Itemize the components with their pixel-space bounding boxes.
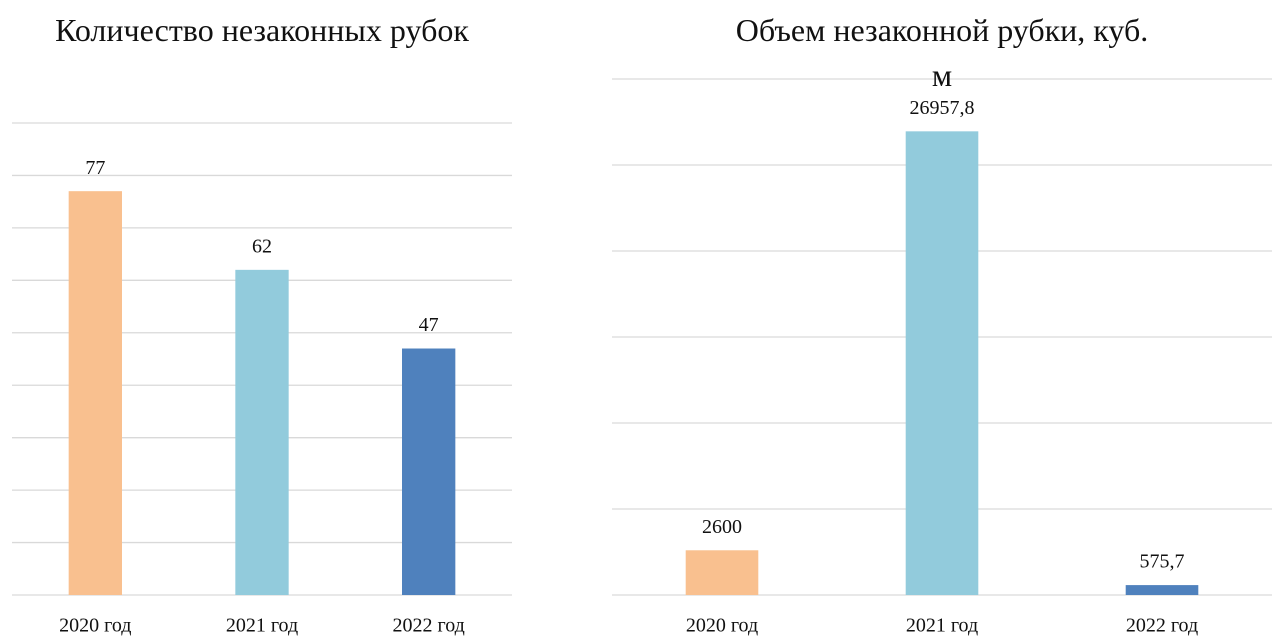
bar (685, 550, 759, 595)
x-tick-label: 2022 год (393, 615, 465, 636)
value-label: 62 (252, 235, 272, 257)
x-tick-label: 2021 год (906, 615, 978, 636)
bar (235, 269, 289, 595)
bar (68, 191, 122, 595)
value-label: 575,7 (1140, 551, 1185, 573)
x-tick-label: 2022 год (1126, 615, 1198, 636)
bar (402, 348, 456, 595)
x-tick-label: 2020 год (686, 615, 758, 636)
value-label: 2600 (702, 516, 742, 538)
x-tick-label: 2021 год (226, 615, 298, 636)
bar (905, 131, 979, 595)
chart-title: Объем незаконной рубки, куб. м (735, 12, 1149, 93)
x-tick-label: 2020 год (59, 615, 131, 636)
bar (1125, 585, 1199, 595)
value-label: 77 (85, 157, 105, 179)
value-label: 26957,8 (910, 97, 975, 119)
value-label: 47 (419, 314, 439, 336)
chart-title: Количество незаконных рубок (55, 12, 469, 48)
